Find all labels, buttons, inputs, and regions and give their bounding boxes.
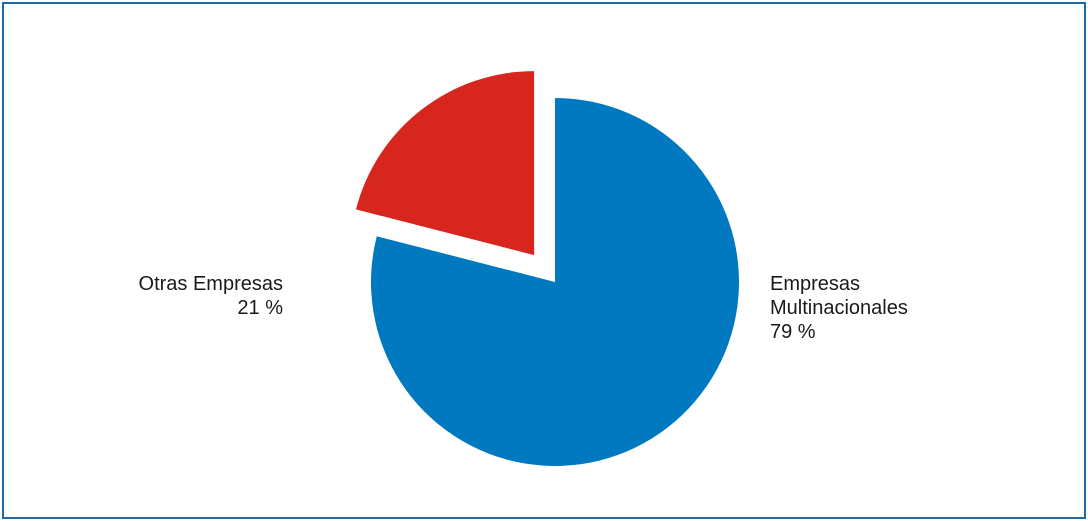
slice-value-empresas-multinacionales: 79 % — [770, 321, 816, 343]
label-otras-empresas: Otras Empresas 21 % — [139, 272, 283, 320]
pie-slice-otras-empresas — [355, 71, 535, 256]
slice-label-multinacionales: Multinacionales — [770, 297, 908, 319]
slice-value-otras-empresas: 21 % — [237, 297, 283, 319]
pie-slice-empresas-multinacionales — [370, 98, 740, 466]
slice-label-otras-empresas: Otras Empresas — [138, 273, 283, 295]
label-empresas-multinacionales: Empresas Multinacionales 79 % — [770, 272, 908, 344]
slice-label-empresas: Empresas — [770, 273, 861, 295]
